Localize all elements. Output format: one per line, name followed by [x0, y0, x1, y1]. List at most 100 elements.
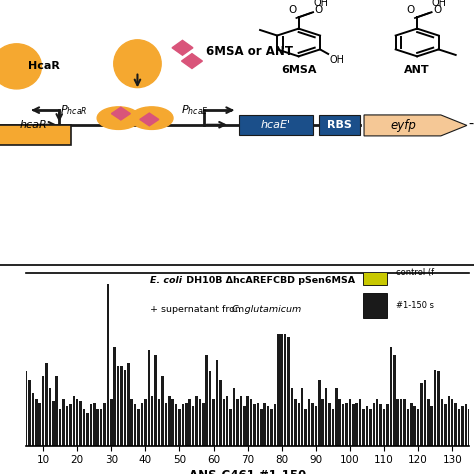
- Bar: [182, 404, 184, 446]
- FancyBboxPatch shape: [0, 125, 71, 145]
- Bar: [45, 363, 48, 446]
- Bar: [137, 410, 140, 446]
- Bar: [465, 404, 467, 446]
- Text: eyfp: eyfp: [390, 119, 416, 132]
- Bar: [144, 400, 146, 446]
- Bar: [79, 401, 82, 446]
- Bar: [424, 380, 426, 446]
- Bar: [161, 376, 164, 446]
- Bar: [373, 403, 375, 446]
- Polygon shape: [172, 40, 193, 55]
- Bar: [403, 400, 406, 446]
- Text: P$_{hcaE}$: P$_{hcaE}$: [181, 103, 208, 117]
- Bar: [270, 410, 273, 446]
- Text: OH: OH: [313, 0, 328, 8]
- Bar: [141, 403, 143, 446]
- Bar: [427, 400, 429, 446]
- Bar: [175, 404, 177, 446]
- Bar: [103, 403, 106, 446]
- Bar: [287, 337, 290, 446]
- Bar: [100, 410, 102, 446]
- Bar: [15, 404, 17, 446]
- Bar: [458, 410, 460, 446]
- Bar: [209, 372, 211, 446]
- Bar: [410, 403, 412, 446]
- Text: O: O: [288, 5, 296, 16]
- Bar: [328, 403, 331, 446]
- Bar: [284, 334, 286, 446]
- Bar: [38, 403, 41, 446]
- Bar: [25, 372, 27, 446]
- Bar: [444, 404, 447, 446]
- Bar: [93, 403, 96, 446]
- Bar: [69, 404, 72, 446]
- Bar: [281, 334, 283, 446]
- Bar: [447, 396, 450, 446]
- Bar: [438, 372, 440, 446]
- Bar: [195, 396, 198, 446]
- Bar: [202, 403, 205, 446]
- Bar: [308, 400, 310, 446]
- Bar: [147, 350, 150, 446]
- Bar: [304, 410, 307, 446]
- Bar: [301, 388, 303, 446]
- Bar: [86, 412, 89, 446]
- Bar: [379, 404, 382, 446]
- Bar: [18, 396, 20, 446]
- Bar: [291, 388, 293, 446]
- Bar: [376, 400, 379, 446]
- Bar: [113, 346, 116, 446]
- Bar: [178, 410, 181, 446]
- Bar: [400, 400, 402, 446]
- Bar: [335, 388, 337, 446]
- Text: 6MSA or ANT: 6MSA or ANT: [206, 45, 293, 58]
- Bar: [90, 404, 92, 446]
- Bar: [362, 410, 365, 446]
- Bar: [256, 403, 259, 446]
- Bar: [390, 346, 392, 446]
- Bar: [349, 400, 351, 446]
- Bar: [226, 396, 228, 446]
- Bar: [434, 370, 437, 446]
- Polygon shape: [182, 54, 202, 68]
- Text: --: --: [468, 118, 474, 132]
- Bar: [267, 406, 269, 446]
- Bar: [21, 400, 24, 446]
- Bar: [199, 400, 201, 446]
- Bar: [83, 410, 85, 446]
- Text: P$_{hcaR}$: P$_{hcaR}$: [60, 103, 87, 117]
- Bar: [110, 400, 113, 446]
- Bar: [471, 403, 474, 446]
- Bar: [318, 380, 320, 446]
- FancyBboxPatch shape: [363, 260, 387, 285]
- Bar: [386, 404, 389, 446]
- Text: E. coli: E. coli: [150, 276, 182, 285]
- Bar: [120, 366, 123, 446]
- Bar: [222, 400, 225, 446]
- Text: OH: OH: [330, 55, 345, 65]
- Bar: [468, 410, 471, 446]
- Bar: [192, 406, 194, 446]
- Bar: [117, 366, 119, 446]
- Bar: [246, 396, 249, 446]
- Text: 6MSA: 6MSA: [281, 65, 316, 75]
- Bar: [356, 403, 358, 446]
- Bar: [28, 380, 31, 446]
- Bar: [96, 410, 99, 446]
- Bar: [383, 410, 385, 446]
- Ellipse shape: [114, 40, 161, 88]
- FancyBboxPatch shape: [363, 293, 387, 318]
- Bar: [277, 334, 280, 446]
- X-axis label: ANS-C461 #1-150: ANS-C461 #1-150: [189, 469, 306, 474]
- Text: RBS: RBS: [327, 120, 352, 130]
- Text: O: O: [314, 5, 323, 16]
- Bar: [35, 400, 37, 446]
- Bar: [124, 370, 126, 446]
- Bar: [151, 396, 154, 446]
- Bar: [455, 403, 457, 446]
- Bar: [32, 393, 34, 446]
- Bar: [396, 400, 399, 446]
- Text: ANT: ANT: [404, 65, 430, 75]
- Bar: [107, 284, 109, 446]
- Bar: [461, 406, 464, 446]
